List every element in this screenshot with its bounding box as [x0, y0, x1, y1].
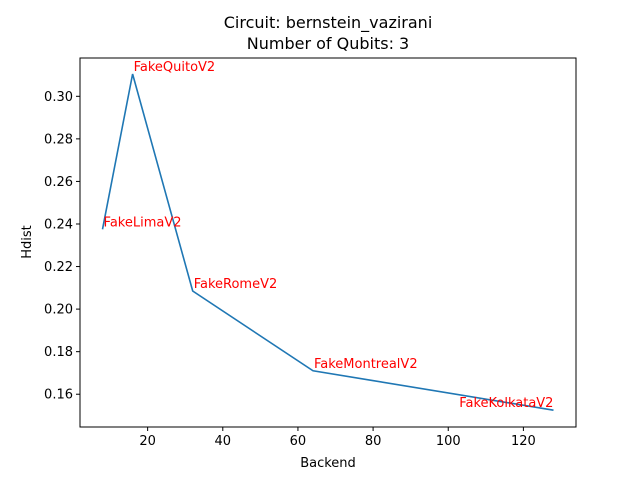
- y-tick-label: 0.18: [44, 345, 73, 360]
- x-tick-label: 120: [511, 434, 536, 449]
- x-tick-label: 80: [365, 434, 382, 449]
- y-tick-label: 0.30: [44, 90, 73, 105]
- y-tick-label: 0.20: [44, 303, 73, 318]
- y-tick-label: 0.26: [44, 175, 73, 190]
- annotation-label: FakeQuitoV2: [134, 60, 216, 75]
- annotation-label: FakeKolkataV2: [459, 396, 553, 411]
- annotation-label: FakeLimaV2: [104, 215, 182, 230]
- x-axis: 20 40 60 80 100 120: [139, 427, 536, 449]
- x-axis-label: Backend: [300, 456, 356, 471]
- annotation-label: FakeMontrealV2: [314, 357, 418, 372]
- x-tick-label: 100: [436, 434, 461, 449]
- y-tick-label: 0.22: [44, 260, 73, 275]
- plot-area: [79, 57, 577, 428]
- x-tick-label: 40: [215, 434, 232, 449]
- chart-title: Circuit: bernstein_vazirani: [224, 13, 433, 33]
- annotation-label: FakeRomeV2: [194, 277, 278, 292]
- x-tick-label: 60: [290, 434, 307, 449]
- x-tick-label: 20: [139, 434, 156, 449]
- y-tick-label: 0.24: [44, 217, 73, 232]
- series-line: [101, 73, 554, 411]
- y-axis-label: Hdist: [20, 225, 35, 259]
- y-axis: 0.16 0.18 0.20 0.22 0.24 0.26 0.28 0.30: [44, 90, 80, 403]
- y-tick-label: 0.28: [44, 132, 73, 147]
- chart-subtitle: Number of Qubits: 3: [247, 34, 409, 53]
- y-tick-label: 0.16: [44, 388, 73, 403]
- annotations: FakeLimaV2 FakeQuitoV2 FakeRomeV2 FakeMontr…: [104, 60, 554, 411]
